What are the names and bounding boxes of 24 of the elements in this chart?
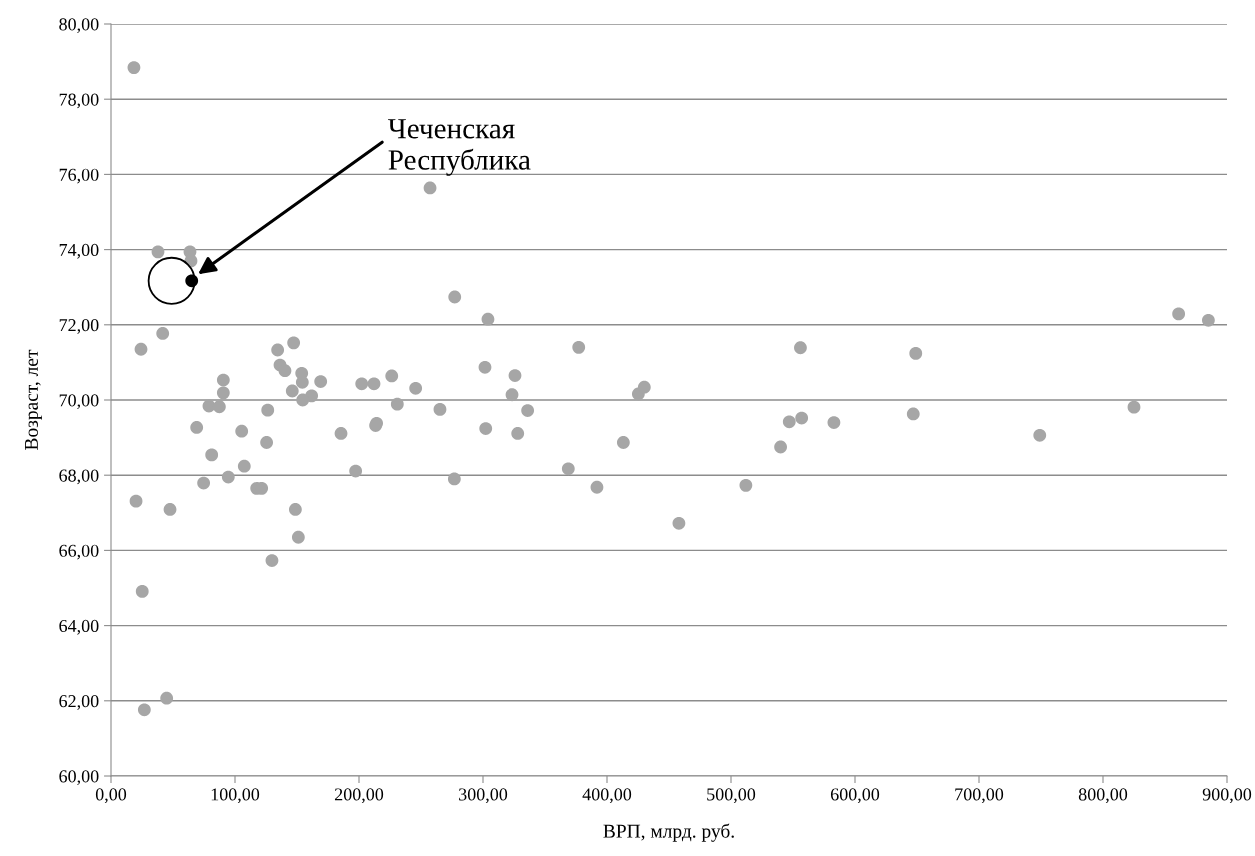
x-tick-label: 300,00 (459, 788, 508, 804)
x-tick-label: 400,00 (582, 788, 632, 804)
x-tick-label: 800,00 (1078, 788, 1128, 804)
x-tick-label: 900,00 (1202, 788, 1252, 804)
y-tick-label: 76,00 (59, 168, 99, 184)
x-tick-label: 500,00 (707, 788, 756, 804)
x-tick-label: 100,00 (211, 788, 260, 804)
y-tick-label: 62,00 (59, 695, 99, 710)
x-axis-title: ВРП, млрд. руб. (603, 823, 734, 842)
y-tick-label: 80,00 (59, 18, 99, 34)
y-tick-label: 70,00 (59, 394, 99, 410)
y-tick-label: 60,00 (59, 770, 99, 786)
y-tick-label: 66,00 (59, 544, 99, 560)
x-tick-label: 600,00 (830, 788, 880, 804)
y-axis-title: Возраст, лет (25, 349, 42, 450)
annotation: Чеченская Республика (388, 119, 531, 176)
y-tick-label: 72,00 (59, 319, 99, 334)
x-tick-label: 200,00 (334, 788, 384, 804)
y-tick-label: 74,00 (59, 243, 99, 259)
y-tick-label: 68,00 (59, 469, 99, 485)
y-tick-label: 78,00 (59, 93, 99, 109)
y-tick-label: 64,00 (59, 619, 99, 635)
x-tick-label: 0,00 (95, 788, 127, 804)
x-tick-label: 700,00 (955, 788, 1004, 804)
